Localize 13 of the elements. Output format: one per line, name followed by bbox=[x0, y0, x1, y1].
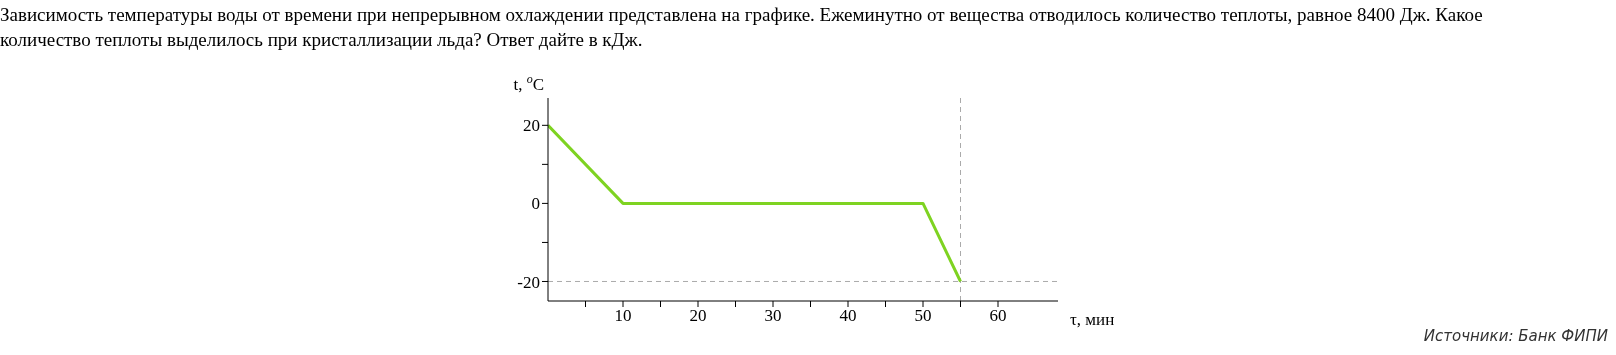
y-tick-label: 0 bbox=[531, 194, 540, 214]
x-tick-label: 60 bbox=[989, 306, 1007, 326]
y-tick-label: -20 bbox=[517, 272, 540, 292]
y-axis-title: t, $^{o}$C bbox=[513, 72, 544, 94]
y-tick-label: 20 bbox=[523, 116, 540, 136]
x-tick-label: 20 bbox=[689, 306, 707, 326]
chart-title: Зависимость температуры воды от времени при непрерывном охлаждении представлена на графике. Ежеминутно от вещества отводилось количество теплоты, равное 8400 Дж. Какое количество теплоты выделилось при кристаллизации льда? Ответ дайте в кДж. bbox=[0, 3, 1484, 52]
x-tick-label: 40 bbox=[839, 306, 857, 326]
x-axis-title: τ, мин bbox=[1070, 310, 1115, 329]
x-tick-label: 50 bbox=[914, 306, 932, 326]
x-tick-label: 10 bbox=[614, 306, 632, 326]
x-tick-label: 30 bbox=[764, 306, 782, 326]
text: Источники: Банк ФИПИ bbox=[1423, 327, 1608, 345]
